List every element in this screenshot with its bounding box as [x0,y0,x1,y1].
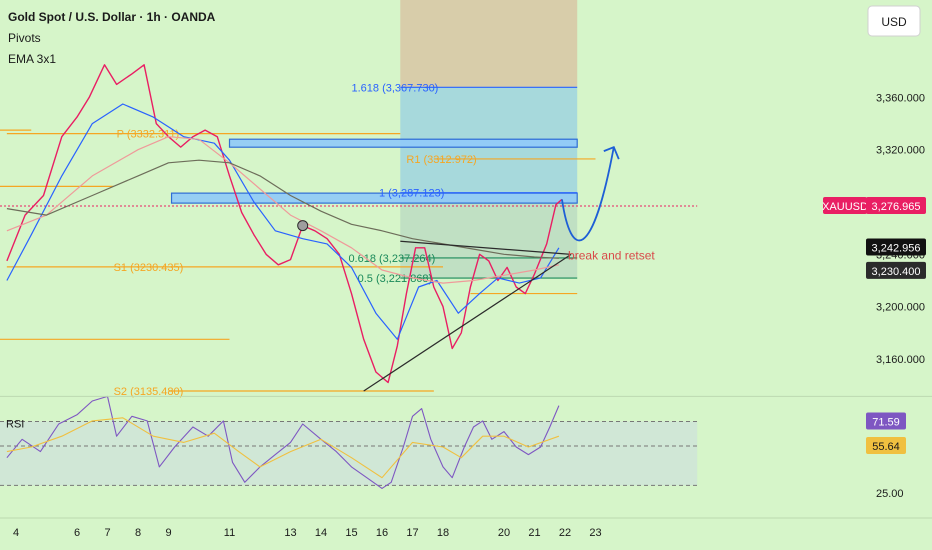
projection-arrowhead [603,145,620,160]
x-tick-14: 22 [559,527,571,539]
rsi-tag-0: 71.59 [872,417,900,429]
price-tag-bg-0 [823,197,867,215]
indicator-ema[interactable]: EMA 3x1 [8,52,56,66]
indicator-pivots[interactable]: Pivots [8,31,41,45]
x-tick-4: 9 [165,527,171,539]
x-tick-0: 4 [13,527,19,539]
levels-layer: P (3332.311) R1 (3312.972) S1 (3230.435) S2… [0,82,698,398]
currency-label: USD [881,15,907,29]
price-series-0 [6,64,563,384]
y-tick-1: 3,200.000 [876,302,925,314]
axes-layer: 3,160.0003,200.0003,240.0003,280.0003,32… [0,92,932,539]
price-series-1 [6,103,560,340]
level-label-1: R1 (3312.972) [406,154,476,166]
price-series-3 [6,159,559,259]
rsi-tag-bg-1 [866,436,906,454]
zones-layer [0,0,698,486]
x-tick-7: 14 [315,527,327,539]
level-label-3: S2 (3135.480) [114,386,184,398]
rsi-title: RSI [6,419,24,431]
resistance-box-upper [228,138,578,148]
price-tag-2: 3,242.956 [872,242,921,254]
price-tag-bg-3 [866,261,926,279]
x-tick-11: 18 [437,527,449,539]
triangle-resistance-line [400,240,572,255]
rsi-tag-bg-0 [866,412,906,430]
rsi-y-tick-0: 25.00 [876,488,904,500]
resistance-box-lower [170,192,578,204]
rsi-layer: RSI [0,395,932,489]
y-tick-0: 3,160.000 [876,354,925,366]
swing-marker [297,220,309,232]
x-tick-1: 6 [74,527,80,539]
x-tick-13: 21 [528,527,540,539]
target-extension-zone [400,0,578,88]
annotation-break-retest: break and retset [568,248,655,262]
x-tick-10: 17 [406,527,418,539]
price-tag-3: 3,230.400 [872,266,921,278]
entry-zone [400,192,578,279]
y-tick-4: 3,320.000 [876,145,925,157]
x-tick-5: 11 [224,527,235,539]
x-tick-15: 23 [589,527,601,539]
drawings-layer: break and retset [297,145,655,392]
x-tick-3: 8 [135,527,141,539]
chart-title: Gold Spot / U.S. Dollar · 1h · OANDA [8,10,216,24]
rsi-series-1 [6,417,560,479]
rsi-band [0,421,698,486]
projection-path [561,146,615,242]
level-label-4: 1.618 (3,367.730) [352,82,439,94]
x-tick-9: 16 [376,527,388,539]
x-tick-8: 15 [345,527,357,539]
level-label-0: P (3332.311) [117,129,180,141]
level-label-7: 0.5 (3,221.868) [358,273,433,285]
price-tag-bg-2 [866,238,926,256]
level-label-5: 1 (3,287.123) [379,188,444,200]
triangle-support-line [363,253,572,392]
price-tag-bg-1 [866,197,926,215]
price-tag-0: XAUUSD [822,201,868,213]
x-tick-12: 20 [498,527,510,539]
x-tick-2: 7 [104,527,110,539]
rsi-tag-1: 55.64 [872,441,900,453]
y-tick-5: 3,360.000 [876,92,925,104]
price-tag-1: 3,276.965 [872,201,921,213]
series-layer [6,64,563,384]
x-tick-6: 13 [284,527,296,539]
currency-button[interactable]: USD [867,5,921,37]
level-label-2: S1 (3230.435) [114,262,184,274]
